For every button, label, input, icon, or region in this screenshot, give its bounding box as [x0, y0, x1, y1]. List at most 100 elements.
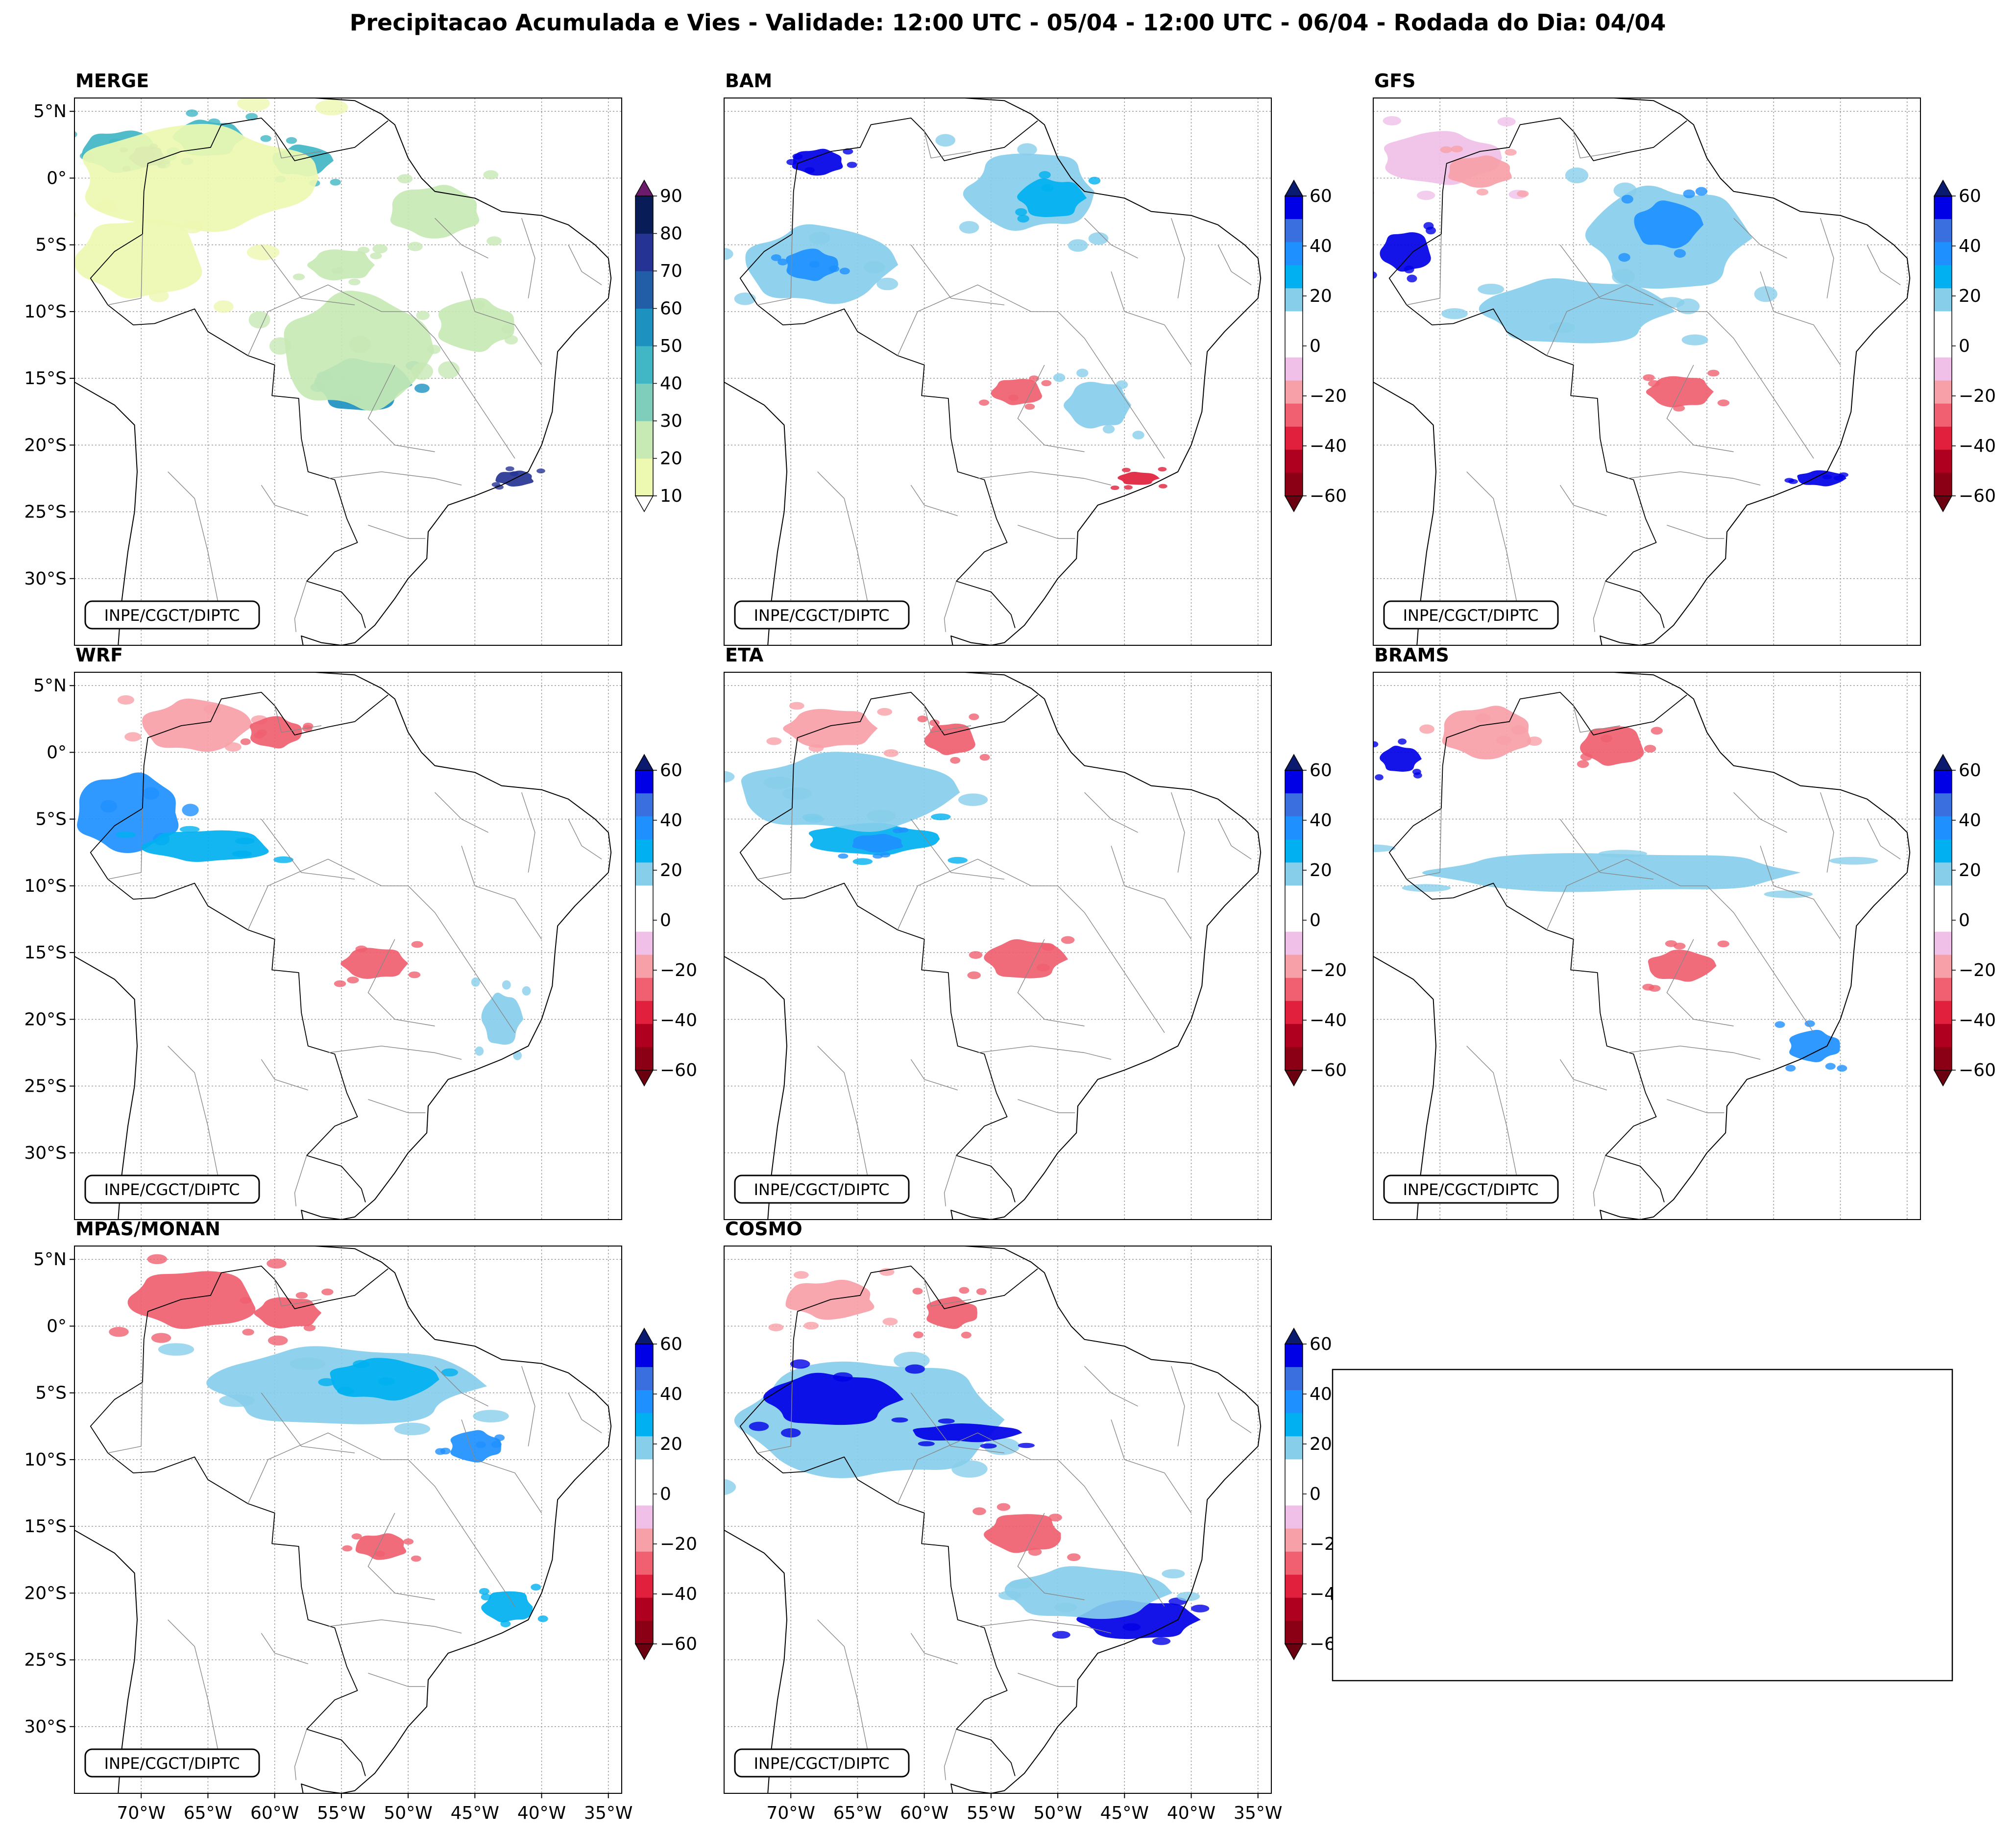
colorbar-segment	[1285, 196, 1303, 220]
coastline	[1373, 381, 1436, 645]
field-speck	[1683, 189, 1695, 198]
lon-tick-label: 55°W	[317, 1803, 365, 1823]
field-patch	[1117, 471, 1160, 485]
field-speck	[501, 324, 515, 334]
colorbar-segment	[1285, 288, 1303, 312]
colorbar-tick-label: 10	[660, 486, 682, 506]
colorbar-segment	[1934, 770, 1952, 794]
field-speck	[321, 1288, 334, 1296]
state-border	[1867, 245, 1901, 285]
field-speck	[414, 384, 430, 393]
colorbar-segment	[635, 421, 653, 459]
coastline	[74, 955, 138, 1220]
credit-box: INPE/CGCT/DIPTC	[84, 600, 260, 630]
field-speck	[1041, 943, 1055, 951]
colorbar-tick-label: −20	[1310, 386, 1347, 406]
field-speck	[1651, 727, 1663, 735]
lat-tick-label: 5°S	[35, 809, 67, 830]
field-speck	[1580, 753, 1592, 761]
field-speck	[1517, 190, 1529, 197]
colorbar-segment	[635, 196, 653, 234]
colorbar-tick-label: 20	[660, 449, 682, 469]
field-speck	[1754, 286, 1777, 302]
map-area	[74, 1246, 622, 1793]
field-speck	[1774, 1021, 1785, 1028]
field-speck	[513, 1051, 522, 1060]
lon-tick-label: 45°W	[451, 1803, 499, 1823]
colorbar-tick-label: 40	[660, 374, 682, 394]
coastline	[74, 381, 138, 645]
field-speck	[295, 1292, 308, 1299]
colorbar-segment	[635, 346, 653, 384]
field-speck	[808, 232, 830, 245]
colorbar-segment	[1934, 816, 1952, 840]
colorbar-segment	[1285, 862, 1303, 886]
panel-title: ETA	[725, 644, 764, 666]
field-speck	[315, 99, 348, 116]
credit-box: INPE/CGCT/DIPTC	[734, 600, 910, 630]
state-border	[924, 1279, 972, 1307]
colorbar-segment	[635, 839, 653, 863]
state-border	[757, 1382, 793, 1453]
state-border	[1018, 1099, 1075, 1113]
lat-tick-label: 5°N	[33, 676, 67, 696]
field-speck	[790, 1359, 810, 1369]
lon-tick-label: 40°W	[517, 1803, 566, 1823]
coastline	[724, 1529, 787, 1793]
colorbar-tick-label: −40	[1959, 436, 1996, 456]
colorbar-tick-label: 0	[1959, 336, 1970, 356]
state-border	[817, 1619, 872, 1767]
lat-tick-label: 15°S	[24, 1516, 67, 1537]
state-border	[1111, 1419, 1192, 1514]
colorbar-segment	[1285, 1459, 1303, 1483]
credit-frame	[84, 600, 260, 630]
field-speck	[504, 335, 518, 344]
field-speck	[149, 290, 169, 302]
colorbar-segment	[1285, 793, 1303, 817]
field-speck	[117, 695, 134, 705]
field-speck	[370, 252, 382, 260]
field-speck	[1804, 1020, 1815, 1027]
panel-cosmo: COSMO INPE/CGCT/DIPTC 70°W 65°W 60°W 55°W 50°W…	[724, 1218, 1347, 1823]
coastline	[950, 672, 1262, 1220]
colorbar-segment	[1934, 885, 1952, 909]
field-speck	[242, 1328, 254, 1336]
field-speck	[257, 729, 267, 736]
state-border	[897, 284, 1165, 459]
map-area	[1373, 672, 1920, 1220]
field-speck	[1613, 182, 1637, 198]
state-border	[294, 1729, 307, 1780]
field-patch	[1017, 178, 1087, 218]
lat-tick-label: 15°S	[24, 943, 67, 963]
colorbar-segment	[1934, 219, 1952, 243]
colorbar-tick-label: −20	[660, 1534, 697, 1554]
field-speck	[972, 1507, 986, 1516]
state-border	[1017, 939, 1085, 1027]
field-speck	[967, 971, 981, 979]
colorbar-tick-label: −60	[660, 1634, 697, 1654]
field-speck	[416, 311, 430, 320]
coastline	[950, 1246, 1262, 1793]
state-border	[1171, 218, 1185, 298]
field-speck	[1644, 745, 1656, 753]
state-border	[1546, 284, 1814, 459]
colorbar-segment	[635, 308, 653, 346]
field-patch	[1448, 155, 1512, 188]
colorbar-segment	[1934, 403, 1952, 427]
figure-title: Precipitacao Acumulada e Vies - Validade…	[350, 9, 1666, 36]
lat-tick-label: 25°S	[24, 1650, 67, 1670]
state-border	[435, 218, 488, 259]
country-border	[739, 692, 1038, 1202]
colorbar-tick-label: −40	[1310, 1010, 1347, 1030]
credit-text: INPE/CGCT/DIPTC	[104, 1180, 240, 1199]
colorbar-segment	[635, 1390, 653, 1414]
panel-wrf: WRF INPE/CGCT/DIPTC 5°N 0° 5°S 10°S 15°S 20°S 25…	[24, 644, 697, 1220]
colorbar-tick-label: 0	[1310, 1484, 1321, 1504]
field-speck	[843, 148, 853, 155]
colorbar-tick-label: −20	[1310, 960, 1347, 980]
field-speck	[768, 1323, 784, 1332]
colorbar-segment	[635, 1367, 653, 1391]
field-speck	[1008, 394, 1019, 401]
field-speck	[1565, 167, 1589, 184]
